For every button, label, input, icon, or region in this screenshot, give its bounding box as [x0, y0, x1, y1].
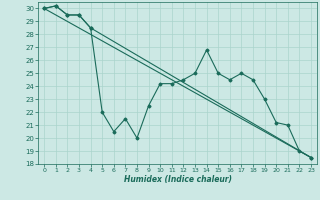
X-axis label: Humidex (Indice chaleur): Humidex (Indice chaleur) — [124, 175, 232, 184]
